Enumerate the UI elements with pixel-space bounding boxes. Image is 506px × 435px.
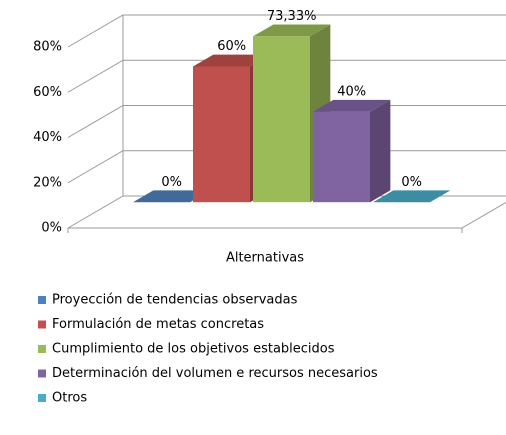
y-tick-label: 40%: [33, 130, 62, 145]
grid-line: [67, 14, 506, 48]
bar-top: [313, 99, 391, 112]
legend-label: Proyección de tendencias observadas: [52, 293, 298, 308]
legend-label: Formulación de metas concretas: [52, 317, 264, 332]
bar-top: [253, 24, 331, 37]
legend-label: Determinación del volumen e recursos nec…: [52, 366, 378, 381]
bar: [133, 190, 211, 203]
bar-side: [370, 99, 391, 203]
legend-swatch: [38, 320, 46, 329]
bar-top: [133, 190, 211, 203]
bar-top: [193, 54, 271, 67]
bar-front: [193, 66, 250, 203]
grid-line: [67, 105, 506, 138]
data-label: 40%: [337, 84, 366, 99]
y-tick-label: 20%: [33, 175, 62, 190]
x-tick-label: Alternativas: [226, 251, 304, 266]
bar-front: [253, 36, 310, 203]
legend-label: Otros: [52, 391, 87, 406]
legend-swatch: [38, 369, 46, 378]
y-tick-label: 0%: [41, 221, 62, 236]
data-label: 0%: [161, 175, 182, 190]
bar: [373, 190, 451, 203]
y-tick-label: 60%: [33, 85, 62, 100]
bar: [313, 99, 391, 203]
grid-line: [67, 150, 506, 184]
data-label: 60%: [217, 39, 246, 54]
bar-top: [373, 190, 451, 203]
bar-front: [313, 111, 370, 203]
data-label: 73,33%: [267, 9, 317, 24]
legend-swatch: [38, 345, 46, 353]
grid-line: [67, 59, 506, 93]
legend-swatch: [38, 296, 46, 304]
legend-label: Cumplimiento de los objetivos establecid…: [52, 342, 335, 357]
y-tick-label: 80%: [33, 40, 62, 55]
data-label: 0%: [401, 175, 422, 190]
legend-swatch: [38, 394, 46, 402]
